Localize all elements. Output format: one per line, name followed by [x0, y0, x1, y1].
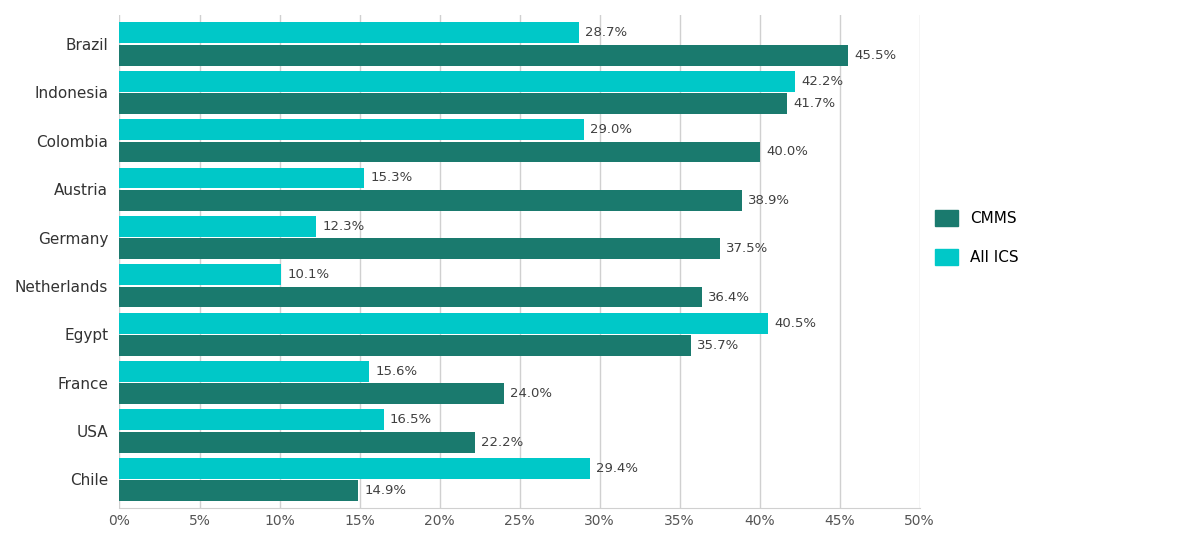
Bar [119, 93, 787, 114]
Text: 36.4%: 36.4% [708, 291, 751, 304]
Bar [119, 119, 583, 140]
Bar [119, 264, 281, 285]
Bar [119, 22, 578, 43]
Text: 14.9%: 14.9% [364, 484, 406, 497]
Text: 40.0%: 40.0% [766, 146, 808, 159]
Bar [119, 480, 358, 501]
Text: 15.6%: 15.6% [376, 365, 418, 378]
Legend: CMMS, All ICS: CMMS, All ICS [935, 210, 1019, 265]
Bar [119, 238, 720, 259]
Bar [119, 409, 383, 430]
Bar [119, 432, 475, 453]
Text: 12.3%: 12.3% [322, 220, 365, 233]
Text: 38.9%: 38.9% [749, 194, 790, 207]
Text: 42.2%: 42.2% [801, 75, 844, 88]
Text: 41.7%: 41.7% [794, 97, 835, 110]
Text: 16.5%: 16.5% [390, 413, 432, 426]
Bar [119, 313, 768, 333]
Bar [119, 361, 369, 382]
Bar [119, 335, 691, 356]
Text: 40.5%: 40.5% [774, 317, 816, 330]
Bar [119, 168, 364, 188]
Text: 29.4%: 29.4% [596, 462, 638, 475]
Text: 45.5%: 45.5% [854, 49, 896, 62]
Text: 35.7%: 35.7% [697, 339, 739, 352]
Bar [119, 383, 503, 404]
Text: 28.7%: 28.7% [585, 27, 627, 39]
Text: 37.5%: 37.5% [726, 242, 769, 255]
Text: 10.1%: 10.1% [288, 268, 330, 281]
Bar [119, 190, 743, 211]
Bar [119, 216, 317, 237]
Text: 29.0%: 29.0% [590, 123, 632, 136]
Text: 15.3%: 15.3% [371, 172, 413, 185]
Text: 24.0%: 24.0% [511, 387, 552, 400]
Bar [119, 45, 847, 66]
Bar [119, 458, 590, 479]
Bar [119, 142, 759, 162]
Text: 22.2%: 22.2% [481, 435, 524, 449]
Bar [119, 287, 702, 307]
Bar [119, 71, 795, 92]
